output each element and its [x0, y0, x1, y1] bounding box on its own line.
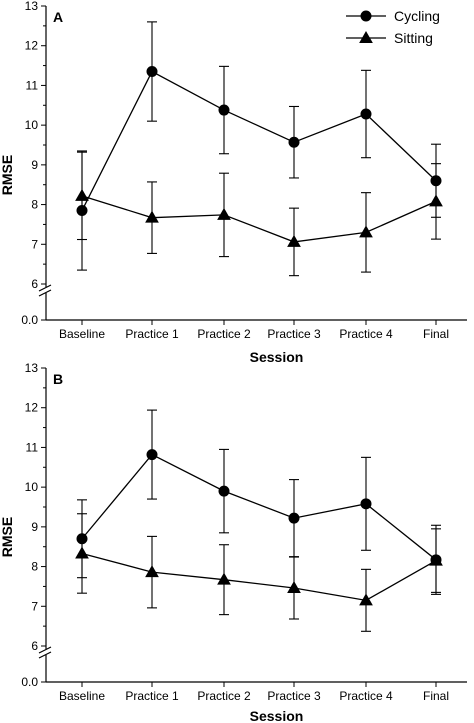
x-tick-label: Practice 1: [125, 689, 179, 703]
legend-marker-triangle: [359, 30, 373, 43]
y-tick-label: 13: [25, 0, 39, 13]
x-tick-label: Practice 4: [339, 327, 393, 341]
y-tick-label: 6: [31, 639, 38, 653]
data-point-triangle: [287, 581, 301, 594]
data-point-circle: [360, 108, 372, 120]
y-tick-label: 0.0: [21, 313, 38, 327]
y-tick-label: 9: [31, 158, 38, 172]
y-tick-label: 12: [25, 39, 39, 53]
y-tick-label: 12: [25, 401, 39, 415]
series-sitting: [75, 513, 443, 632]
x-tick-label: Final: [423, 327, 449, 341]
y-tick-label: 7: [31, 599, 38, 613]
data-point-circle: [360, 498, 372, 510]
data-point-circle: [288, 512, 300, 524]
data-point-triangle: [217, 572, 231, 585]
y-axis-title: RMSE: [0, 155, 15, 195]
legend-label: Sitting: [394, 30, 433, 46]
x-axis-title: Session: [250, 349, 304, 365]
data-point-circle: [218, 104, 230, 116]
axis-break-mark: [38, 651, 52, 659]
x-tick-label: Practice 2: [197, 327, 251, 341]
x-tick-label: Final: [423, 689, 449, 703]
axis-break-mark: [38, 289, 52, 297]
axis-break-mark: [38, 284, 52, 292]
axis-break-mark: [38, 646, 52, 654]
series-cycling: [76, 409, 442, 595]
x-tick-label: Practice 3: [267, 689, 321, 703]
data-point-triangle: [429, 553, 443, 566]
data-point-triangle: [145, 565, 159, 578]
data-point-circle: [146, 66, 158, 78]
data-point-triangle: [359, 225, 373, 238]
series-cycling: [76, 21, 442, 271]
series-line-sitting: [81, 195, 437, 243]
y-tick-label: 0.0: [21, 675, 38, 689]
data-point-triangle: [429, 194, 443, 207]
legend-marker-circle: [360, 10, 372, 22]
y-tick-label: 8: [31, 560, 38, 574]
y-tick-label: 7: [31, 237, 38, 251]
series-line-sitting: [81, 552, 437, 602]
data-point-triangle: [75, 546, 89, 559]
legend: Cycling Sitting: [346, 8, 440, 46]
data-point-triangle: [217, 207, 231, 220]
y-tick-label: 13: [25, 361, 39, 375]
data-point-circle: [288, 136, 300, 148]
y-tick-label: 10: [25, 118, 39, 132]
x-tick-label: Baseline: [59, 689, 105, 703]
y-tick-label: 11: [26, 78, 39, 92]
data-point-circle: [218, 485, 230, 497]
data-point-triangle: [145, 210, 159, 223]
x-tick-label: Practice 1: [125, 327, 179, 341]
data-point-triangle: [75, 188, 89, 201]
panel-label: B: [53, 371, 63, 387]
data-point-triangle: [359, 593, 373, 606]
x-tick-label: Baseline: [59, 327, 105, 341]
y-tick-label: 6: [31, 277, 38, 291]
chart-panel-a: 0.0 6 7 8 9 10 11 12 13 Baseline Practice 1 Practic…: [0, 0, 467, 365]
panel-label: A: [53, 9, 63, 25]
chart-panel-b: 0.0 6 7 8 9 10 11 12 13 Baseline Practice 1 Practic…: [0, 361, 467, 723]
legend-label: Cycling: [394, 8, 440, 24]
data-point-circle: [146, 449, 158, 461]
x-tick-label: Practice 3: [267, 327, 321, 341]
series-line-cycling: [81, 70, 437, 211]
x-tick-label: Practice 4: [339, 689, 393, 703]
x-axis-title: Session: [250, 708, 304, 723]
y-tick-label: 10: [25, 480, 39, 494]
x-tick-label: Practice 2: [197, 689, 251, 703]
axis-break-gap: [38, 287, 54, 293]
data-point-triangle: [287, 234, 301, 247]
y-axis-title: RMSE: [0, 517, 15, 557]
y-tick-label: 11: [26, 440, 39, 454]
y-tick-label: 8: [31, 198, 38, 212]
series-sitting: [75, 151, 443, 277]
series-line-cycling: [81, 453, 437, 561]
axis-break-gap: [38, 649, 54, 655]
y-tick-label: 9: [31, 520, 38, 534]
